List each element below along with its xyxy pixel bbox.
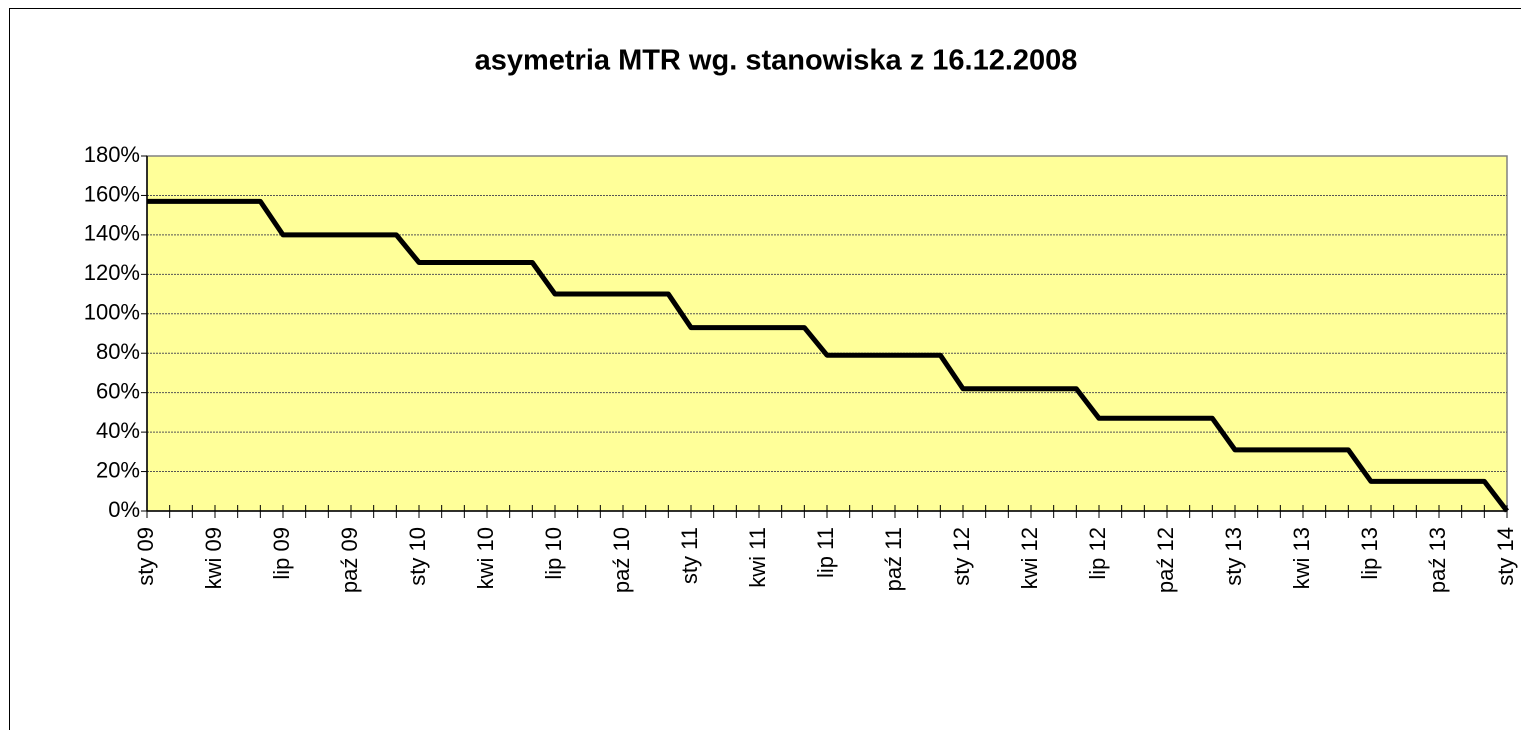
x-tick-label: lip 10 xyxy=(541,527,566,580)
chart-title: asymetria MTR wg. stanowiska z 16.12.200… xyxy=(475,45,1078,77)
x-tick-label: sty 14 xyxy=(1493,527,1518,586)
x-tick-label: lip 09 xyxy=(269,527,294,580)
x-tick-label: sty 11 xyxy=(677,527,702,584)
x-tick-label: paź 11 xyxy=(881,527,906,591)
y-tick-label: 120% xyxy=(84,260,140,285)
y-tick-label: 60% xyxy=(96,378,140,403)
x-tick-label: kwi 13 xyxy=(1289,527,1314,589)
x-tick-label: lip 13 xyxy=(1357,527,1382,580)
x-tick-label: paź 12 xyxy=(1153,527,1178,593)
x-tick-label: paź 10 xyxy=(609,527,634,593)
x-tick-label: sty 12 xyxy=(949,527,974,586)
x-tick-label: kwi 10 xyxy=(473,527,498,589)
x-tick-label: kwi 12 xyxy=(1017,527,1042,589)
x-tick-label: sty 10 xyxy=(405,527,430,586)
x-tick-label: sty 13 xyxy=(1221,527,1246,586)
y-tick-label: 140% xyxy=(84,221,140,246)
y-tick-label: 20% xyxy=(96,457,140,482)
y-tick-label: 160% xyxy=(84,181,140,206)
y-tick-label: 180% xyxy=(84,142,140,167)
x-tick-label: paź 09 xyxy=(337,527,362,593)
x-tick-label: kwi 09 xyxy=(201,527,226,589)
data-line xyxy=(147,198,1509,513)
x-tick-label: lip 12 xyxy=(1085,527,1110,580)
x-tick-label: kwi 11 xyxy=(745,527,770,588)
y-tick-label: 0% xyxy=(108,497,140,522)
y-tick-label: 100% xyxy=(84,300,140,325)
y-tick-label: 80% xyxy=(96,339,140,364)
x-tick-label: paź 13 xyxy=(1425,527,1450,593)
x-tick-label: lip 11 xyxy=(813,527,838,578)
y-tick-label: 40% xyxy=(96,418,140,443)
x-tick-label: sty 09 xyxy=(133,527,158,586)
plot-area xyxy=(146,155,1508,512)
